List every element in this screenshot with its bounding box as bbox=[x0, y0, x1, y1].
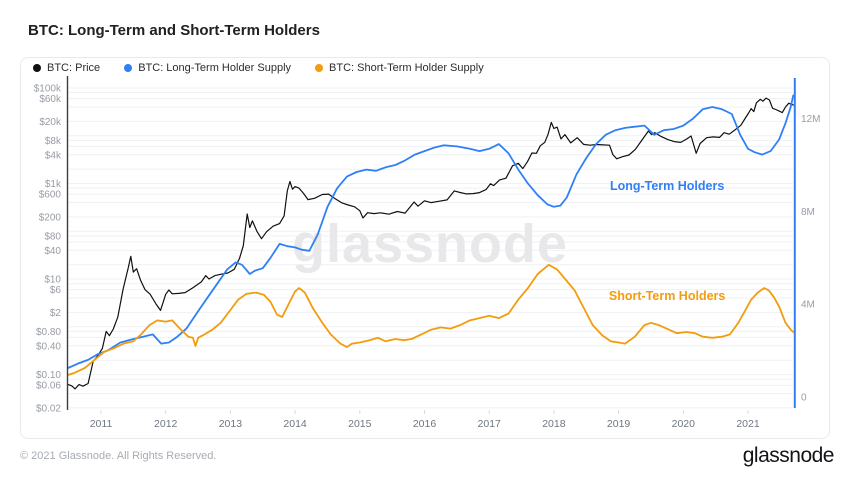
legend-label-sth-supply: BTC: Short-Term Holder Supply bbox=[329, 62, 484, 74]
svg-text:$0.80: $0.80 bbox=[36, 327, 61, 338]
page-title: BTC: Long-Term and Short-Term Holders bbox=[28, 22, 320, 39]
svg-text:2014: 2014 bbox=[283, 418, 307, 430]
svg-text:8M: 8M bbox=[801, 207, 815, 218]
svg-text:2016: 2016 bbox=[413, 418, 437, 430]
svg-text:$200: $200 bbox=[39, 212, 62, 223]
svg-text:$40: $40 bbox=[44, 246, 61, 257]
legend-item-lth-supply[interactable]: BTC: Long-Term Holder Supply bbox=[124, 62, 291, 74]
svg-text:$1k: $1k bbox=[45, 179, 62, 190]
svg-text:$20k: $20k bbox=[39, 117, 62, 128]
long-term-holders-annotation: Long-Term Holders bbox=[609, 178, 725, 193]
svg-text:$80: $80 bbox=[44, 231, 61, 242]
svg-text:glassnode: glassnode bbox=[292, 214, 568, 274]
svg-text:2011: 2011 bbox=[90, 418, 113, 430]
price-legend-dot-icon bbox=[33, 64, 41, 72]
lth-legend-dot-icon bbox=[124, 64, 133, 72]
svg-text:$60k: $60k bbox=[39, 94, 62, 105]
svg-text:$10: $10 bbox=[44, 275, 61, 286]
svg-text:$2: $2 bbox=[50, 308, 62, 319]
svg-text:2020: 2020 bbox=[672, 418, 696, 430]
svg-text:4M: 4M bbox=[801, 300, 815, 311]
svg-text:2019: 2019 bbox=[607, 418, 631, 430]
svg-text:2012: 2012 bbox=[154, 418, 178, 430]
svg-text:2017: 2017 bbox=[478, 418, 502, 430]
svg-text:12M: 12M bbox=[801, 114, 820, 125]
copyright-text: © 2021 Glassnode. All Rights Reserved. bbox=[20, 450, 217, 462]
svg-text:$0.06: $0.06 bbox=[36, 381, 61, 392]
svg-text:$6: $6 bbox=[50, 285, 62, 296]
legend-label-price: BTC: Price bbox=[47, 62, 101, 74]
short-term-holders-annotation: Short-Term Holders bbox=[608, 289, 726, 304]
svg-text:$600: $600 bbox=[39, 190, 62, 201]
svg-text:$100k: $100k bbox=[34, 84, 62, 95]
legend-item-price[interactable]: BTC: Price bbox=[33, 62, 100, 74]
chart-card bbox=[20, 57, 830, 439]
svg-text:2018: 2018 bbox=[542, 418, 566, 430]
sth-legend-dot-icon bbox=[315, 64, 324, 72]
svg-text:$0.10: $0.10 bbox=[36, 370, 61, 381]
glassnode-logo[interactable]: glassnode bbox=[742, 444, 835, 467]
svg-text:0: 0 bbox=[801, 393, 807, 404]
svg-text:$8k: $8k bbox=[45, 136, 62, 147]
svg-text:2015: 2015 bbox=[348, 418, 372, 430]
svg-text:$4k: $4k bbox=[45, 150, 62, 161]
svg-text:2013: 2013 bbox=[219, 418, 243, 430]
legend-item-sth-supply[interactable]: BTC: Short-Term Holder Supply bbox=[315, 62, 484, 74]
svg-text:2021: 2021 bbox=[736, 418, 760, 430]
svg-text:$0.02: $0.02 bbox=[36, 403, 61, 414]
svg-text:$0.40: $0.40 bbox=[36, 341, 61, 352]
legend-label-lth-supply: BTC: Long-Term Holder Supply bbox=[138, 62, 292, 74]
chart-legend: BTC: Price BTC: Long-Term Holder Supply … bbox=[33, 62, 484, 74]
